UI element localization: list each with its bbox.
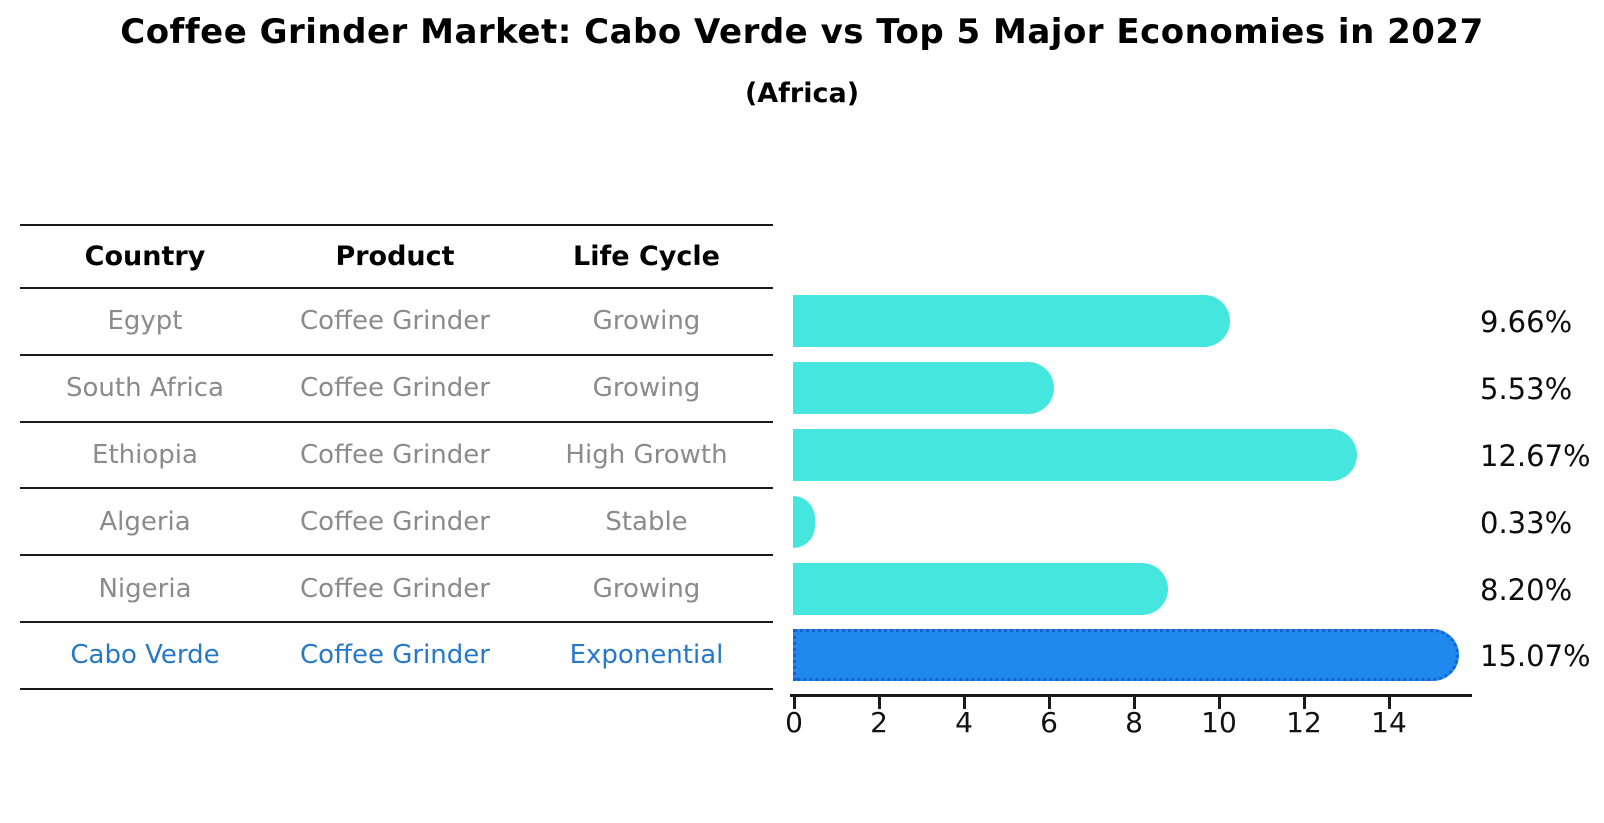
- value-label: 15.07%: [1480, 639, 1591, 674]
- x-axis-tick-label: 4: [955, 706, 973, 739]
- header-product: Product: [335, 241, 455, 272]
- table-row: Egypt Coffee Grinder Growing: [20, 289, 773, 356]
- table-row: Nigeria Coffee Grinder Growing: [20, 556, 773, 623]
- value-label: 0.33%: [1480, 505, 1573, 540]
- life-cycle-cell: Stable: [605, 506, 688, 537]
- x-axis-tick-label: 14: [1371, 706, 1407, 739]
- summary-table: Country Product Life Cycle Egypt Coffee …: [20, 224, 773, 690]
- bar-algeria: [793, 495, 816, 548]
- product-cell: Coffee Grinder: [300, 439, 490, 470]
- product-cell: Coffee Grinder: [300, 373, 490, 404]
- x-axis-tick: [962, 697, 966, 709]
- x-axis-tick: [1387, 697, 1391, 709]
- country-cell: Egypt: [107, 306, 183, 337]
- bar-cabo-verde: [793, 629, 1460, 682]
- product-cell: Coffee Grinder: [300, 306, 490, 337]
- bar-south-africa: [793, 362, 1055, 415]
- value-label: 9.66%: [1480, 305, 1573, 340]
- life-cycle-cell: High Growth: [565, 439, 728, 470]
- table-row: South Africa Coffee Grinder Growing: [20, 356, 773, 423]
- product-cell: Coffee Grinder: [300, 640, 490, 671]
- life-cycle-cell: Growing: [592, 373, 701, 404]
- x-axis-tick: [1302, 697, 1306, 709]
- country-cell: South Africa: [66, 373, 224, 404]
- x-axis-tick: [1132, 697, 1136, 709]
- x-axis-tick-label: 12: [1286, 706, 1322, 739]
- x-axis-tick-label: 10: [1201, 706, 1237, 739]
- x-axis-tick: [1217, 697, 1221, 709]
- table-header-row: Country Product Life Cycle: [20, 224, 773, 289]
- table-row: Algeria Coffee Grinder Stable: [20, 489, 773, 557]
- x-axis-tick: [877, 697, 881, 709]
- x-axis-tick-label: 0: [785, 706, 803, 739]
- product-cell: Coffee Grinder: [300, 506, 490, 537]
- country-cell: Algeria: [99, 506, 191, 537]
- bar-ethiopia: [793, 429, 1358, 481]
- chart-subtitle: (Africa): [744, 78, 860, 109]
- value-label: 8.20%: [1480, 572, 1573, 607]
- table-row: Ethiopia Coffee Grinder High Growth: [20, 423, 773, 490]
- x-axis-tick-label: 6: [1040, 706, 1058, 739]
- bar-egypt: [793, 295, 1230, 348]
- life-cycle-cell: Growing: [592, 573, 701, 604]
- x-axis-tick-label: 8: [1125, 706, 1143, 739]
- life-cycle-cell: Growing: [592, 306, 701, 337]
- x-axis-tick: [1047, 697, 1051, 709]
- product-cell: Coffee Grinder: [300, 573, 490, 604]
- value-label: 12.67%: [1480, 439, 1591, 473]
- bar-nigeria: [793, 562, 1168, 615]
- life-cycle-cell: Exponential: [569, 640, 724, 671]
- country-cell: Nigeria: [98, 573, 192, 604]
- country-cell: Ethiopia: [92, 439, 198, 470]
- x-axis-tick: [792, 697, 796, 709]
- table-row-highlight: Cabo Verde Coffee Grinder Exponential: [20, 623, 773, 690]
- value-label: 5.53%: [1480, 372, 1573, 407]
- header-life-cycle: Life Cycle: [573, 241, 720, 272]
- header-country: Country: [84, 241, 206, 272]
- x-axis-tick-label: 2: [870, 706, 888, 739]
- country-cell: Cabo Verde: [70, 640, 220, 671]
- x-axis-line: [790, 694, 1472, 697]
- chart-title: Coffee Grinder Market: Cabo Verde vs Top…: [120, 12, 1484, 52]
